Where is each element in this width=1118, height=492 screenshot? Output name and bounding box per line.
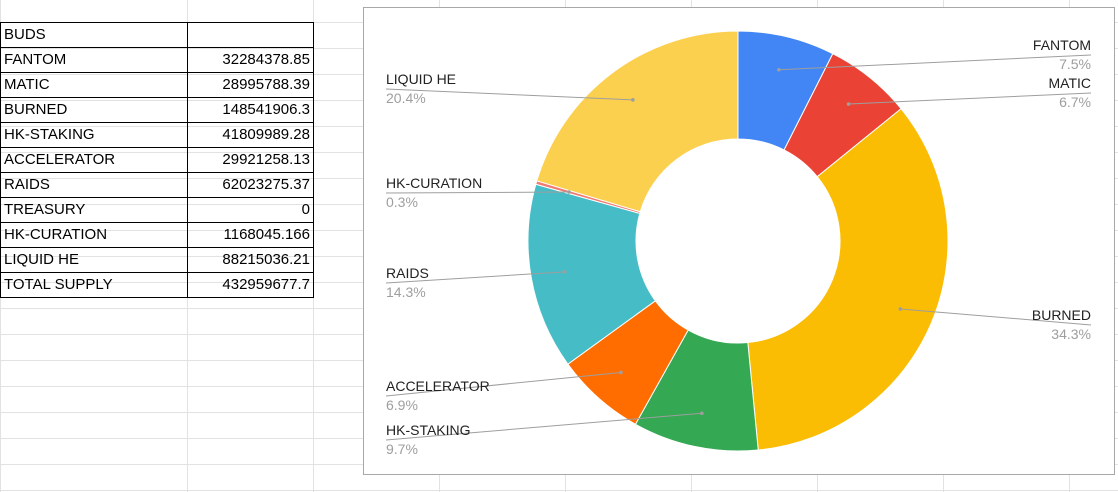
table-row: LIQUID HE 88215036.21 (0, 247, 314, 273)
leader-dot (567, 190, 571, 194)
leader-dot (631, 98, 635, 102)
slice-label-hk-curation: HK-CURATION 0.3% (385, 175, 571, 210)
slice-percent-label: 9.7% (386, 441, 418, 457)
leader-dot (619, 370, 623, 375)
leader-dot (777, 68, 781, 72)
table-row: TOTAL SUPPLY 432959677.7 (0, 272, 314, 298)
leader-line (778, 54, 1092, 71)
leader-dot (898, 307, 903, 311)
leader-line (385, 191, 569, 194)
row-label-cell[interactable]: BUDS (0, 22, 188, 48)
table-row: BURNED 148541906.3 (0, 97, 314, 123)
slice-percent-label: 14.3% (386, 284, 426, 300)
slice-percent-label: 0.3% (386, 194, 418, 210)
row-value-cell[interactable]: 62023275.37 (187, 172, 314, 198)
table-row: TREASURY 0 (0, 197, 314, 223)
slice-percent-label: 7.5% (1059, 56, 1091, 72)
row-value-cell[interactable]: 41809989.28 (187, 122, 314, 148)
slice-name-label: FANTOM (1033, 37, 1091, 53)
slice-raids[interactable] (527, 183, 657, 365)
slice-name-label: ACCELERATOR (386, 378, 490, 394)
table-row: MATIC 28995788.39 (0, 72, 314, 98)
row-label-cell[interactable]: RAIDS (0, 172, 188, 198)
row-value-cell[interactable]: 32284378.85 (187, 47, 314, 73)
leader-line (385, 88, 633, 101)
row-value-cell[interactable]: 1168045.166 (187, 222, 314, 248)
leader-dot (562, 270, 567, 274)
slice-label-raids: RAIDS 14.3% (385, 265, 567, 300)
table-row: ACCELERATOR 29921258.13 (0, 147, 314, 173)
row-label-cell[interactable]: BURNED (0, 97, 188, 123)
slice-liquid he[interactable] (536, 30, 739, 213)
slice-name-label: LIQUID HE (386, 71, 456, 87)
slice-label-accelerator: ACCELERATOR 6.9% (385, 370, 623, 413)
slice-percent-label: 6.9% (386, 397, 418, 413)
slice-label-burned: BURNED 34.3% (898, 307, 1092, 342)
row-value-cell[interactable]: 88215036.21 (187, 247, 314, 273)
row-value-cell[interactable]: 29921258.13 (187, 147, 314, 173)
row-label-cell[interactable]: HK-STAKING (0, 122, 188, 148)
row-value-cell[interactable]: 148541906.3 (187, 97, 314, 123)
leader-line (848, 92, 1092, 105)
donut-chart: FANTOM 7.5% MATIC 6.7% BURNED 34.3% HK-STAKING… (385, 30, 1092, 457)
leader-line (385, 371, 622, 397)
slices-layer (527, 30, 949, 452)
row-label-cell[interactable]: TREASURY (0, 197, 188, 223)
slice-name-label: RAIDS (386, 265, 429, 281)
slice-label-matic: MATIC 6.7% (846, 75, 1092, 110)
chart-panel[interactable]: FANTOM 7.5% MATIC 6.7% BURNED 34.3% HK-STAKING… (363, 7, 1115, 475)
slice-label-hk-staking: HK-STAKING 9.7% (385, 411, 704, 457)
leader-line (900, 308, 1092, 326)
table-row: HK-CURATION 1168045.166 (0, 222, 314, 248)
slice-name-label: HK-STAKING (386, 422, 471, 438)
slice-burned[interactable] (747, 108, 949, 451)
table-row: BUDS (0, 22, 314, 48)
row-label-cell[interactable]: MATIC (0, 72, 188, 98)
row-value-cell[interactable]: 0 (187, 197, 314, 223)
leader-line (385, 271, 565, 284)
row-label-cell[interactable]: FANTOM (0, 47, 188, 73)
table-row: FANTOM 32284378.85 (0, 47, 314, 73)
slice-name-label: HK-CURATION (386, 175, 482, 191)
leader-dot (846, 102, 851, 106)
slice-name-label: MATIC (1048, 75, 1091, 91)
slice-label-liquid he: LIQUID HE 20.4% (385, 71, 635, 106)
row-label-cell[interactable]: ACCELERATOR (0, 147, 188, 173)
slice-percent-label: 34.3% (1051, 326, 1091, 342)
slice-percent-label: 6.7% (1059, 94, 1091, 110)
row-value-cell[interactable]: 28995788.39 (187, 72, 314, 98)
data-table: BUDS FANTOM 32284378.85 MATIC 28995788.39 BUR… (0, 22, 314, 298)
table-row: RAIDS 62023275.37 (0, 172, 314, 198)
row-label-cell[interactable]: HK-CURATION (0, 222, 188, 248)
table-row: HK-STAKING 41809989.28 (0, 122, 314, 148)
labels-layer: FANTOM 7.5% MATIC 6.7% BURNED 34.3% HK-STAKING… (385, 37, 1092, 457)
row-label-cell[interactable]: TOTAL SUPPLY (0, 272, 188, 298)
row-label-cell[interactable]: LIQUID HE (0, 247, 188, 273)
slice-label-fantom: FANTOM 7.5% (777, 37, 1092, 72)
row-value-cell[interactable]: 432959677.7 (187, 272, 314, 298)
row-value-cell[interactable] (187, 22, 314, 48)
leader-line (385, 412, 702, 441)
slice-name-label: BURNED (1032, 307, 1091, 323)
leader-dot (700, 411, 704, 416)
slice-percent-label: 20.4% (386, 90, 426, 106)
